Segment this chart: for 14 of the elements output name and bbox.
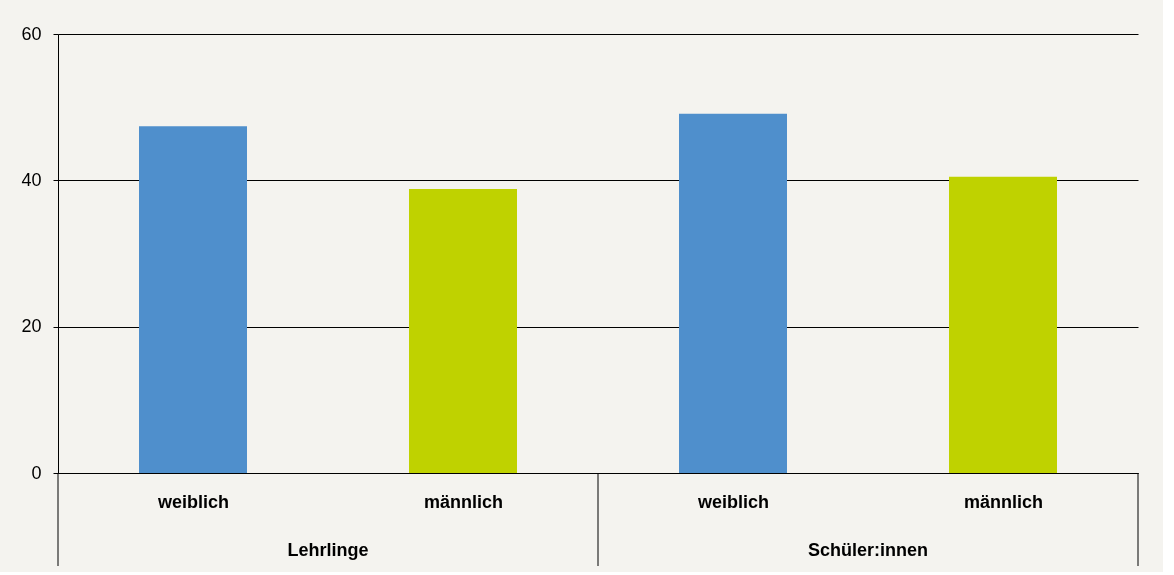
bar [139,126,247,473]
y-tick-label: 40 [21,169,42,190]
y-tick-label: 60 [21,23,42,44]
bar [949,176,1057,473]
text: Schüler:innen [807,540,929,560]
x-tick-label: weiblich [156,491,230,512]
x-tick-label: männlich [963,491,1044,512]
bar [679,113,787,473]
bar [409,189,517,473]
text: Lehrlinge [287,540,369,560]
x-tick-label: männlich [423,491,504,512]
y-tick-label: 0 [31,462,42,483]
x-tick-label: weiblich [696,491,770,512]
y-tick-label: 20 [21,316,42,337]
